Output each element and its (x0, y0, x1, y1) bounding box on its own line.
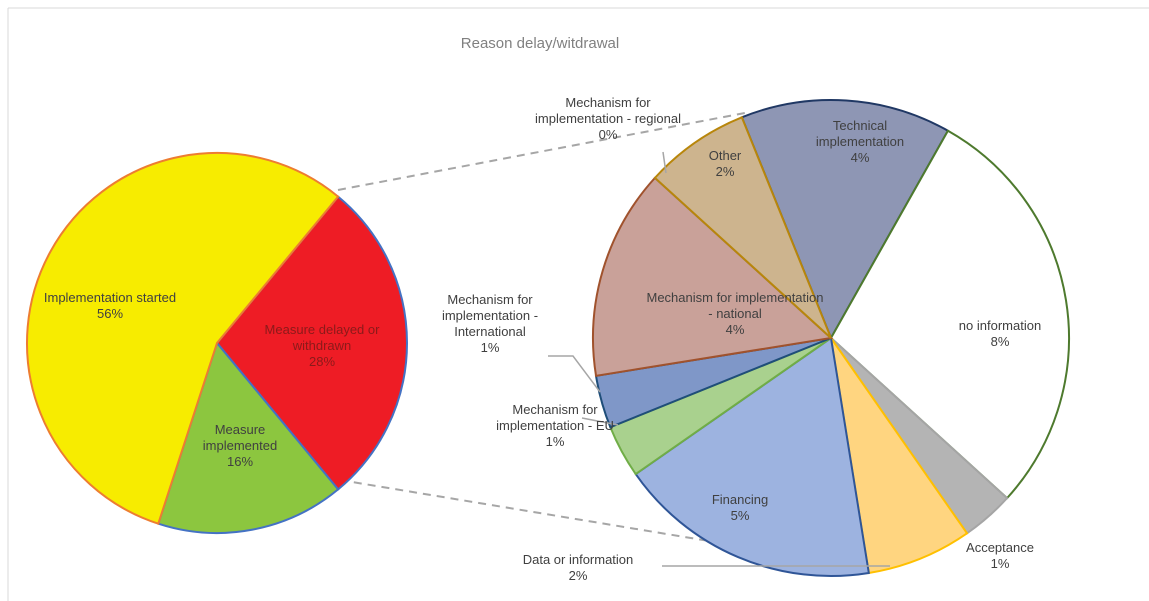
slice-value: 2% (715, 164, 735, 179)
slice-label: Mechanism for implementation - Internati… (425, 292, 555, 356)
pie-slice (829, 129, 1070, 500)
slice-value: 8% (990, 334, 1010, 349)
slice-name: Acceptance (966, 540, 1034, 555)
slice-label: Data or information 2% (488, 552, 668, 584)
slice-name: Measure delayed or withdrawn (264, 322, 380, 353)
slice-value: 2% (568, 568, 588, 583)
pie-slice (740, 99, 950, 341)
slice-value: 4% (725, 322, 745, 337)
slice-value: 1% (545, 434, 565, 449)
slice-value: 0% (598, 127, 618, 142)
pie-slice (634, 336, 870, 577)
slice-name: Mechanism for implementation - EU (496, 402, 614, 433)
slice-name: Implementation started (43, 290, 177, 305)
slice-label: Implementation started 56% (30, 290, 190, 322)
slice-value: 28% (308, 354, 336, 369)
pie-slice (26, 152, 340, 525)
slice-label: Measure implemented 16% (180, 422, 300, 470)
slice-value: 56% (96, 306, 124, 321)
slice-name: Financing (711, 492, 769, 507)
slice-value: 4% (850, 150, 870, 165)
slice-name: Measure implemented (202, 422, 278, 453)
pie-slice (157, 340, 340, 534)
pie-slice (653, 116, 832, 339)
chart-title: Reason delay/witdrawal (461, 35, 619, 52)
slice-name: no information (958, 318, 1042, 333)
slice-value: 16% (226, 454, 254, 469)
slice-name: Data or information (522, 552, 634, 567)
slice-label: Technical implementation 4% (795, 118, 925, 166)
slice-label: Other 2% (695, 148, 755, 180)
slice-label: Mechanism for implementation - national 4… (645, 290, 825, 338)
leader-line (662, 151, 667, 174)
slice-label: Measure delayed or withdrawn 28% (262, 322, 382, 370)
pie-slice (215, 195, 409, 491)
slice-value: 1% (990, 556, 1010, 571)
leader-line (548, 355, 601, 393)
pie-slice (830, 337, 969, 575)
slice-name: Mechanism for implementation - national (646, 290, 824, 321)
slice-label: Financing 5% (690, 492, 790, 524)
slice-name: Technical implementation (815, 118, 905, 149)
slice-name: Mechanism for implementation - regional (535, 95, 681, 126)
slice-value: 1% (480, 340, 500, 355)
leader-line (581, 417, 619, 426)
slice-label: Mechanism for implementation - EU 1% (470, 402, 640, 450)
pie-slice (592, 176, 834, 377)
slice-name: Mechanism for implementation - Internati… (441, 292, 539, 339)
slice-label: Mechanism for implementation - regional 0… (523, 95, 693, 143)
slice-label: Acceptance 1% (950, 540, 1050, 572)
slice-value: 5% (730, 508, 750, 523)
slice-name: Other (708, 148, 742, 163)
slice-label: no information 8% (935, 318, 1065, 350)
